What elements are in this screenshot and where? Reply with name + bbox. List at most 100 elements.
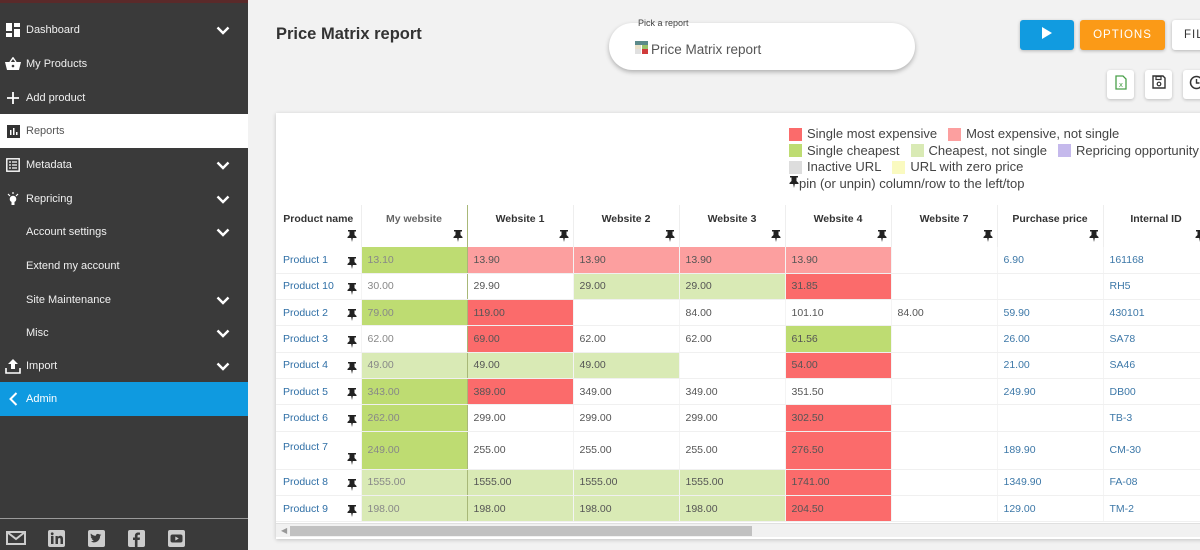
excel-export-button[interactable]: x <box>1107 70 1134 99</box>
mail-icon[interactable] <box>6 529 26 547</box>
product-link[interactable]: Product 8 <box>283 476 328 489</box>
competitor-price-cell[interactable] <box>891 325 998 353</box>
my-website-price-cell[interactable]: 30.00 <box>361 273 468 301</box>
competitor-price-cell[interactable]: 61.56 <box>785 325 892 353</box>
pin-icon[interactable] <box>771 230 781 245</box>
competitor-price-cell[interactable]: 299.00 <box>467 404 574 432</box>
competitor-price-cell[interactable]: 62.00 <box>573 325 680 353</box>
product-link[interactable]: Product 10 <box>283 280 334 293</box>
pin-icon[interactable] <box>347 230 357 245</box>
my-website-price-cell[interactable]: 198.00 <box>361 495 468 523</box>
my-website-price-cell[interactable]: 1555.00 <box>361 469 468 496</box>
competitor-price-cell[interactable]: 1555.00 <box>467 469 574 496</box>
competitor-price-cell[interactable]: 204.50 <box>785 495 892 523</box>
youtube-icon[interactable] <box>166 529 186 547</box>
save-button[interactable] <box>1145 70 1172 99</box>
column-header[interactable]: Internal ID <box>1103 205 1200 247</box>
pin-icon[interactable] <box>453 230 463 245</box>
competitor-price-cell[interactable]: 49.00 <box>573 352 680 379</box>
chevron-down-icon[interactable] <box>208 195 238 204</box>
product-name-cell[interactable]: Product 10 <box>276 273 362 301</box>
product-link[interactable]: Product 6 <box>283 411 328 424</box>
competitor-price-cell[interactable]: 84.00 <box>679 299 786 327</box>
competitor-price-cell[interactable]: 1741.00 <box>785 469 892 496</box>
column-header[interactable]: Product name <box>276 205 362 247</box>
chevron-down-icon[interactable] <box>208 296 238 305</box>
sidebar-item-extend-my-account[interactable]: Extend my account <box>0 249 248 283</box>
competitor-price-cell[interactable]: 255.00 <box>467 431 574 470</box>
competitor-price-cell[interactable]: 349.00 <box>573 378 680 406</box>
competitor-price-cell[interactable]: 1555.00 <box>679 469 786 496</box>
product-link[interactable]: Product 7 <box>283 440 328 453</box>
options-button[interactable]: OPTIONS <box>1080 20 1165 50</box>
my-website-price-cell[interactable]: 62.00 <box>361 325 468 353</box>
product-link[interactable]: Product 4 <box>283 359 328 372</box>
pin-icon[interactable] <box>347 388 357 403</box>
competitor-price-cell[interactable]: 29.00 <box>679 273 786 301</box>
competitor-price-cell[interactable]: 302.50 <box>785 404 892 432</box>
sidebar-item-metadata[interactable]: Metadata <box>0 148 248 182</box>
product-link[interactable]: Product 5 <box>283 385 328 398</box>
chevron-down-icon[interactable] <box>208 161 238 170</box>
competitor-price-cell[interactable] <box>679 352 786 379</box>
competitor-price-cell[interactable]: 299.00 <box>679 404 786 432</box>
competitor-price-cell[interactable]: 389.00 <box>467 378 574 406</box>
product-name-cell[interactable]: Product 1 <box>276 247 362 274</box>
my-website-price-cell[interactable]: 49.00 <box>361 352 468 379</box>
product-name-cell[interactable]: Product 5 <box>276 378 362 406</box>
sidebar-item-my-products[interactable]: My Products <box>0 47 248 81</box>
chevron-down-icon[interactable] <box>208 329 238 338</box>
sidebar-item-reports[interactable]: Reports <box>0 114 248 148</box>
sidebar-item-add-product[interactable]: Add product <box>0 81 248 115</box>
column-header[interactable]: Website 4 <box>785 205 892 247</box>
column-header[interactable]: Purchase price <box>997 205 1104 247</box>
pin-icon[interactable] <box>347 478 357 494</box>
history-button[interactable] <box>1183 70 1200 99</box>
pin-icon[interactable] <box>347 452 357 468</box>
column-header[interactable]: Website 2 <box>573 205 680 247</box>
horizontal-scrollbar[interactable]: ◀ <box>276 523 1200 537</box>
competitor-price-cell[interactable] <box>573 299 680 327</box>
pin-icon[interactable] <box>347 256 357 272</box>
competitor-price-cell[interactable]: 13.90 <box>679 247 786 274</box>
column-header[interactable]: Website 7 <box>891 205 998 247</box>
sidebar-item-dashboard[interactable]: Dashboard <box>0 13 248 47</box>
report-picker[interactable]: Pick a report Price Matrix report <box>609 18 915 70</box>
my-website-price-cell[interactable]: 79.00 <box>361 299 468 327</box>
pin-icon[interactable] <box>347 414 357 430</box>
product-name-cell[interactable]: Product 4 <box>276 352 362 379</box>
pin-icon[interactable] <box>347 361 357 377</box>
my-website-price-cell[interactable]: 249.00 <box>361 431 468 470</box>
competitor-price-cell[interactable]: 299.00 <box>573 404 680 432</box>
competitor-price-cell[interactable]: 119.00 <box>467 299 574 327</box>
chevron-down-icon[interactable] <box>208 362 238 371</box>
competitor-price-cell[interactable] <box>891 495 998 523</box>
pin-icon[interactable] <box>1195 230 1200 245</box>
competitor-price-cell[interactable] <box>891 352 998 379</box>
competitor-price-cell[interactable]: 198.00 <box>679 495 786 523</box>
product-name-cell[interactable]: Product 9 <box>276 495 362 523</box>
competitor-price-cell[interactable]: 69.00 <box>467 325 574 353</box>
competitor-price-cell[interactable] <box>891 378 998 406</box>
run-report-button[interactable] <box>1020 20 1074 50</box>
scrollbar-thumb[interactable] <box>290 526 752 536</box>
sidebar-item-import[interactable]: Import <box>0 349 248 383</box>
competitor-price-cell[interactable]: 13.90 <box>785 247 892 274</box>
linkedin-icon[interactable] <box>46 529 66 547</box>
competitor-price-cell[interactable]: 49.00 <box>467 352 574 379</box>
competitor-price-cell[interactable]: 255.00 <box>573 431 680 470</box>
product-name-cell[interactable]: Product 3 <box>276 325 362 353</box>
chevron-down-icon[interactable] <box>208 228 238 237</box>
competitor-price-cell[interactable]: 29.00 <box>573 273 680 301</box>
scroll-left-icon[interactable]: ◀ <box>281 526 288 535</box>
competitor-price-cell[interactable]: 349.00 <box>679 378 786 406</box>
product-link[interactable]: Product 3 <box>283 333 328 346</box>
sidebar-item-admin[interactable]: Admin <box>0 382 248 416</box>
competitor-price-cell[interactable]: 13.90 <box>573 247 680 274</box>
competitor-price-cell[interactable]: 84.00 <box>891 299 998 327</box>
competitor-price-cell[interactable] <box>891 404 998 432</box>
product-link[interactable]: Product 9 <box>283 502 328 515</box>
pin-icon[interactable] <box>665 230 675 245</box>
twitter-icon[interactable] <box>86 529 106 547</box>
pin-icon[interactable] <box>347 283 357 298</box>
